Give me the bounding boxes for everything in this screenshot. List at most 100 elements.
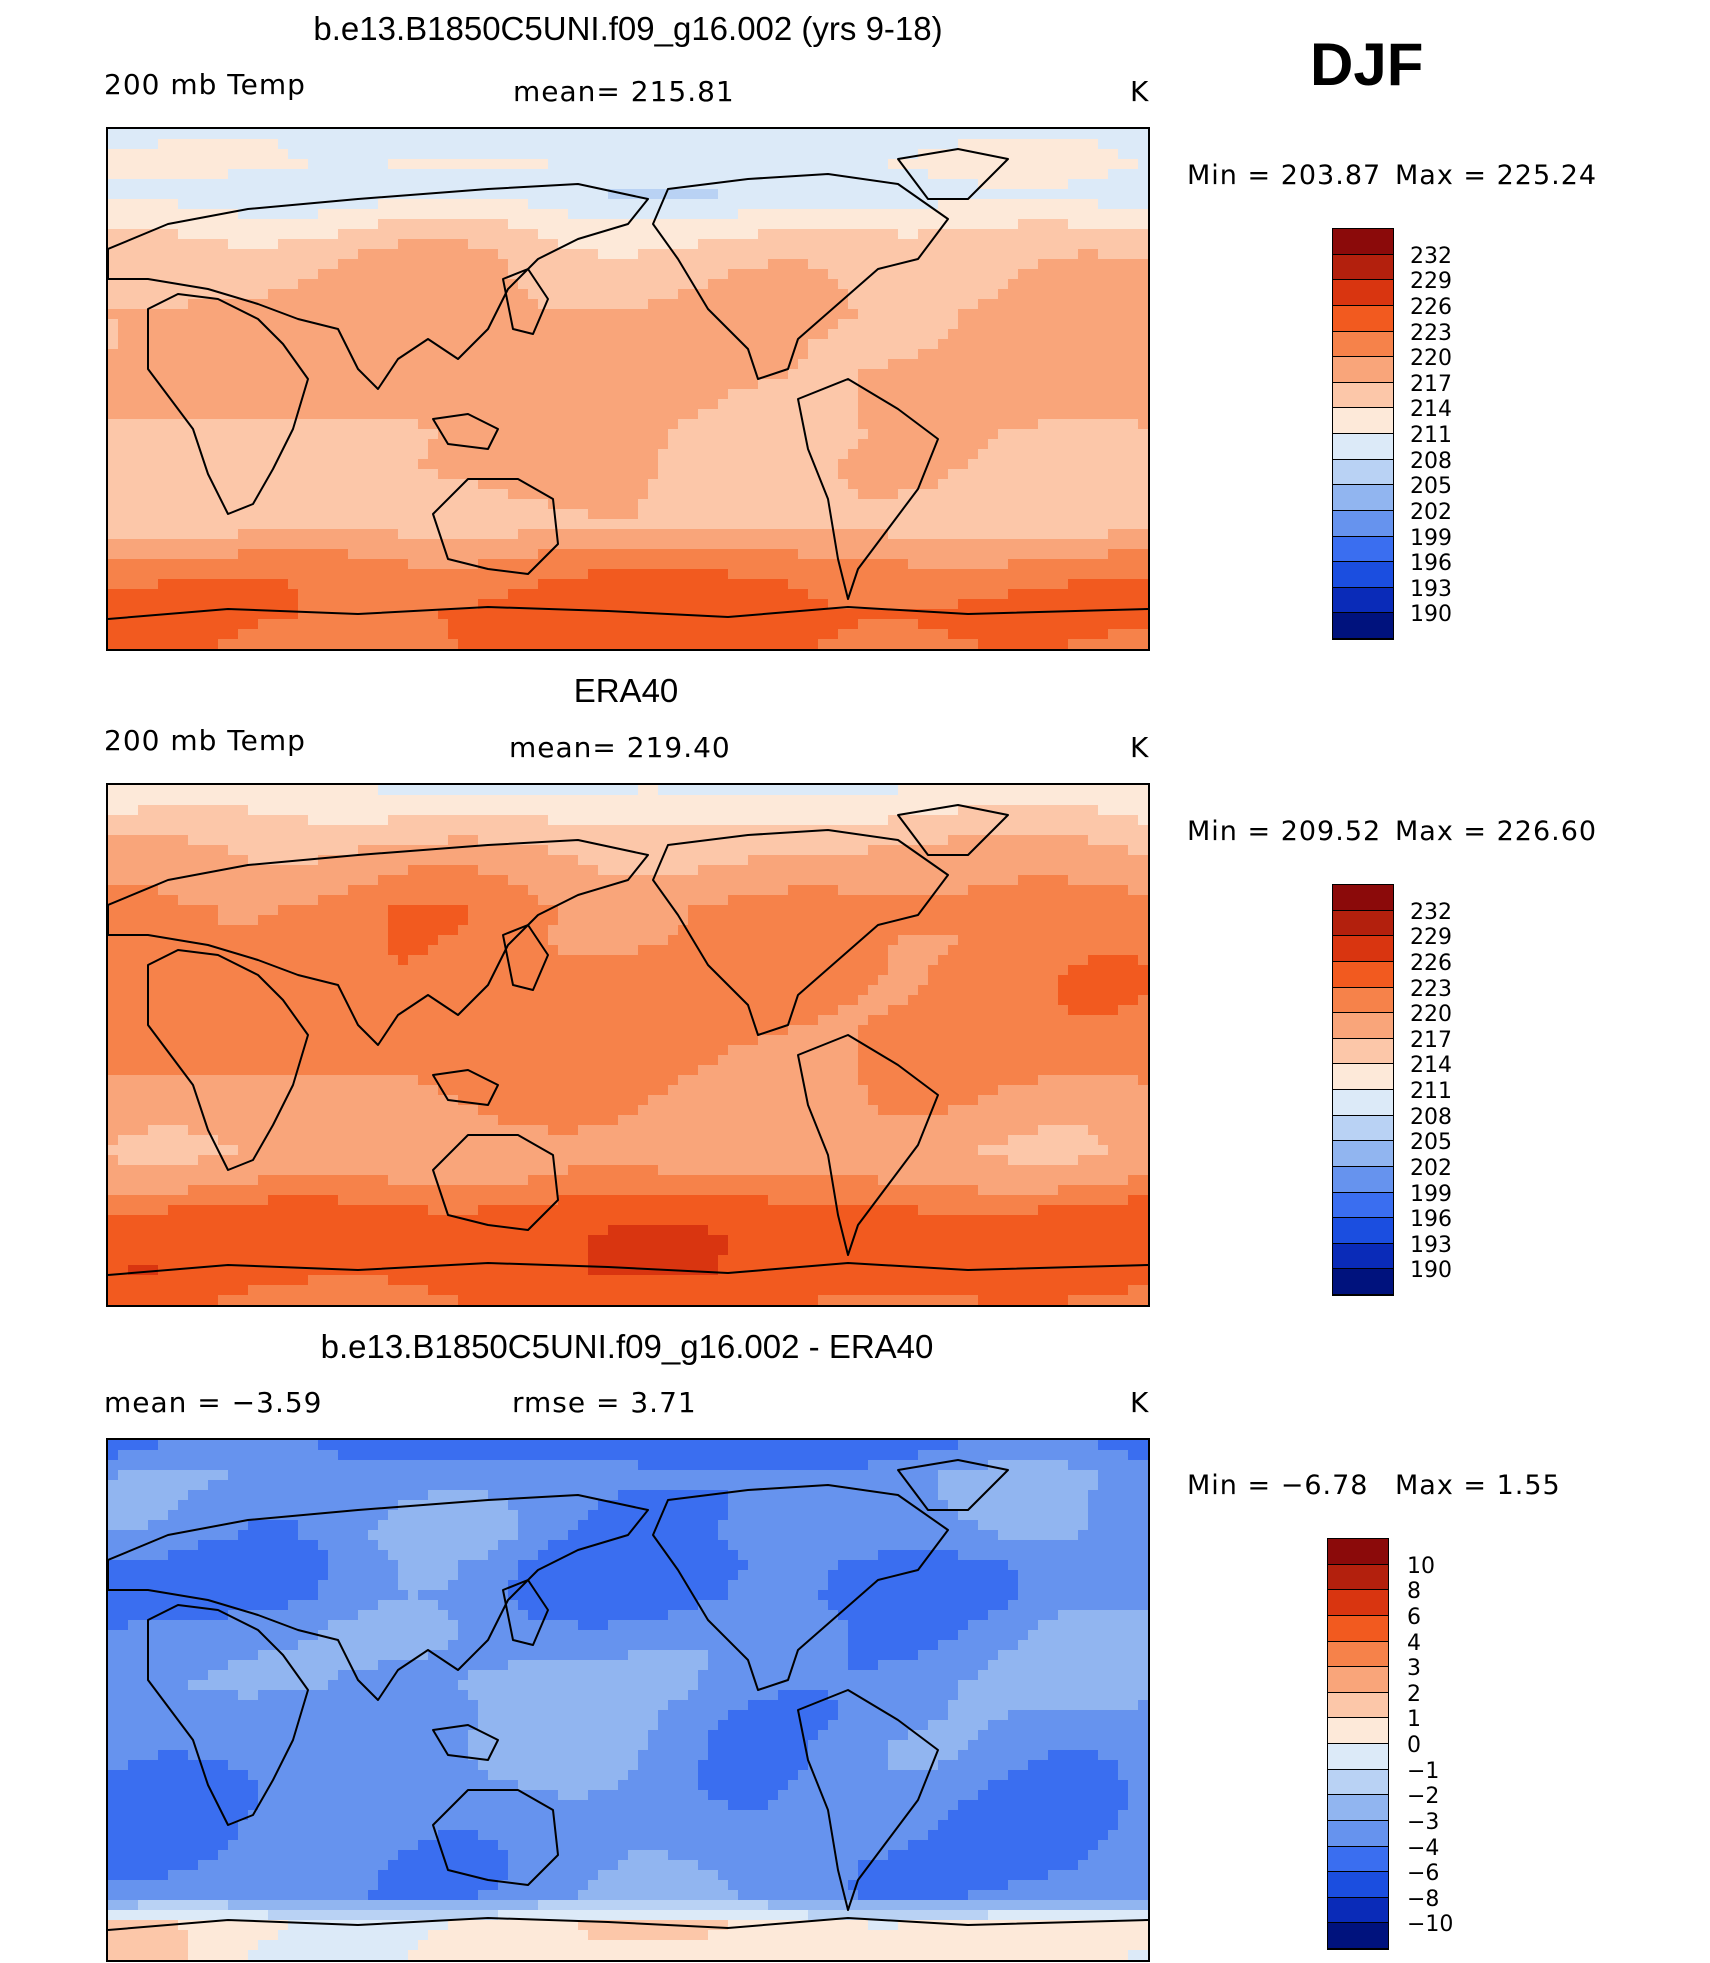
panel-1-title: b.e13.B1850C5UNI.f09_g16.002 (yrs 9-18) — [313, 10, 943, 47]
colorbar-swatch — [1333, 434, 1393, 460]
panel-1-colorbar — [1332, 228, 1394, 640]
panel-1-left-label: 200 mb Temp — [104, 68, 306, 101]
colorbar-swatch — [1333, 1269, 1393, 1295]
colorbar-tick-label: 190 — [1410, 602, 1452, 628]
colorbar-swatch — [1333, 936, 1393, 962]
colorbar-tick-label: 214 — [1410, 397, 1452, 423]
colorbar-tick-label: −6 — [1407, 1861, 1440, 1887]
colorbar-swatch — [1333, 562, 1393, 588]
colorbar-tick-label: 193 — [1410, 1232, 1452, 1258]
colorbar-tick-label: 226 — [1410, 294, 1452, 320]
colorbar-swatch — [1333, 1013, 1393, 1039]
panel-3-colorbar — [1327, 1538, 1389, 1950]
colorbar-swatch — [1328, 1872, 1388, 1898]
panel-3-map-canvas — [108, 1440, 1148, 1960]
colorbar-tick-label: 232 — [1410, 243, 1452, 269]
colorbar-tick-label: 217 — [1410, 371, 1452, 397]
colorbar-tick-label: −2 — [1407, 1784, 1440, 1810]
colorbar-tick-label: 10 — [1407, 1553, 1435, 1579]
panel-3-units: K — [1130, 1386, 1150, 1419]
colorbar-tick-label: 193 — [1410, 576, 1452, 602]
colorbar-swatch — [1328, 1539, 1388, 1565]
colorbar-swatch — [1333, 1192, 1393, 1219]
colorbar-swatch — [1333, 1166, 1393, 1193]
colorbar-swatch — [1328, 1820, 1388, 1847]
panel-3-center-label: rmse = 3.71 — [512, 1386, 697, 1419]
colorbar-swatch — [1328, 1641, 1388, 1668]
panel-3-min: Min = −6.78 — [1187, 1470, 1369, 1501]
colorbar-swatch — [1333, 1115, 1393, 1142]
colorbar-tick-label: −4 — [1407, 1835, 1440, 1861]
colorbar-swatch — [1328, 1923, 1388, 1949]
colorbar-swatch — [1333, 408, 1393, 434]
colorbar-tick-label: 1 — [1407, 1707, 1421, 1733]
colorbar-tick-label: 214 — [1410, 1053, 1452, 1079]
colorbar-swatch — [1328, 1846, 1388, 1873]
panel-1-map-canvas — [108, 129, 1148, 649]
colorbar-swatch — [1328, 1718, 1388, 1744]
colorbar-swatch — [1333, 885, 1393, 911]
colorbar-tick-label: 229 — [1410, 269, 1452, 295]
colorbar-swatch — [1328, 1769, 1388, 1796]
colorbar-tick-label: 196 — [1410, 1207, 1452, 1233]
colorbar-tick-label: 196 — [1410, 551, 1452, 577]
colorbar-swatch — [1333, 587, 1393, 614]
colorbar-tick-label: 211 — [1410, 1079, 1452, 1104]
panel-2-min: Min = 209.52 — [1187, 816, 1382, 847]
colorbar-tick-label: 220 — [1410, 1002, 1452, 1028]
colorbar-swatch — [1328, 1564, 1388, 1591]
colorbar-swatch — [1333, 987, 1393, 1014]
colorbar-swatch — [1333, 1218, 1393, 1244]
panel-2-title: ERA40 — [573, 672, 679, 709]
colorbar-swatch — [1333, 229, 1393, 255]
colorbar-tick-label: 211 — [1410, 423, 1452, 448]
panel-2-colorbar — [1332, 884, 1394, 1296]
season-label: DJF — [1310, 31, 1424, 98]
colorbar-tick-label: −3 — [1407, 1809, 1440, 1835]
colorbar-swatch — [1328, 1615, 1388, 1642]
colorbar-tick-label: 226 — [1410, 950, 1452, 976]
colorbar-tick-label: 205 — [1410, 474, 1452, 500]
colorbar-swatch — [1333, 1038, 1393, 1065]
colorbar-tick-label: 8 — [1407, 1579, 1421, 1605]
colorbar-tick-label: 208 — [1410, 1104, 1452, 1130]
colorbar-swatch — [1328, 1590, 1388, 1616]
panel-3-map — [106, 1438, 1150, 1962]
panel-3-colorbar-ticks: 10 8 6 4 3 2 1 0 −1 −2 −3 −4 −6 −8 −10 — [1407, 1538, 1487, 1948]
panel-3-title: b.e13.B1850C5UNI.f09_g16.002 - ERA40 — [320, 1328, 934, 1365]
colorbar-tick-label: 229 — [1410, 925, 1452, 951]
colorbar-tick-label: 205 — [1410, 1130, 1452, 1156]
colorbar-swatch — [1333, 536, 1393, 563]
colorbar-swatch — [1328, 1795, 1388, 1821]
colorbar-swatch — [1333, 613, 1393, 639]
panel-1-max: Max = 225.24 — [1395, 160, 1598, 191]
colorbar-swatch — [1333, 1064, 1393, 1090]
panel-2-left-label: 200 mb Temp — [104, 724, 306, 757]
panel-1-center-label: mean= 215.81 — [513, 75, 735, 108]
panel-1-colorbar-ticks: 232 229 226 223 220 217 214 211 208 205 202 199 196 1… — [1410, 228, 1490, 638]
colorbar-tick-label: 208 — [1410, 448, 1452, 474]
panel-2-max: Max = 226.60 — [1395, 816, 1598, 847]
colorbar-tick-label: 0 — [1407, 1733, 1421, 1758]
panel-2-map — [106, 783, 1150, 1307]
colorbar-tick-label: 202 — [1410, 1155, 1452, 1181]
colorbar-tick-label: −8 — [1407, 1886, 1440, 1912]
colorbar-swatch — [1333, 331, 1393, 358]
panel-2-map-canvas — [108, 785, 1148, 1305]
panel-1-units: K — [1130, 75, 1150, 108]
panel-3-max: Max = 1.55 — [1395, 1470, 1561, 1501]
colorbar-tick-label: 217 — [1410, 1027, 1452, 1053]
panel-2-center-label: mean= 219.40 — [509, 731, 731, 764]
colorbar-tick-label: 3 — [1407, 1656, 1421, 1682]
panel-1-min: Min = 203.87 — [1187, 160, 1382, 191]
colorbar-swatch — [1333, 254, 1393, 281]
colorbar-swatch — [1333, 1090, 1393, 1116]
colorbar-swatch — [1333, 510, 1393, 537]
colorbar-swatch — [1328, 1692, 1388, 1719]
panel-3-left-label: mean = −3.59 — [104, 1386, 323, 1419]
colorbar-tick-label: −10 — [1407, 1912, 1454, 1938]
colorbar-swatch — [1333, 961, 1393, 988]
colorbar-tick-label: 223 — [1410, 320, 1452, 346]
colorbar-swatch — [1333, 357, 1393, 383]
colorbar-swatch — [1333, 1141, 1393, 1167]
